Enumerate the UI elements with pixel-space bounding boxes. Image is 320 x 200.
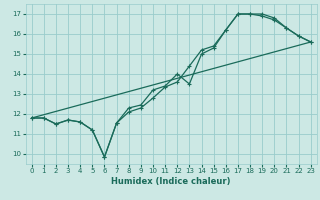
X-axis label: Humidex (Indice chaleur): Humidex (Indice chaleur) xyxy=(111,177,231,186)
